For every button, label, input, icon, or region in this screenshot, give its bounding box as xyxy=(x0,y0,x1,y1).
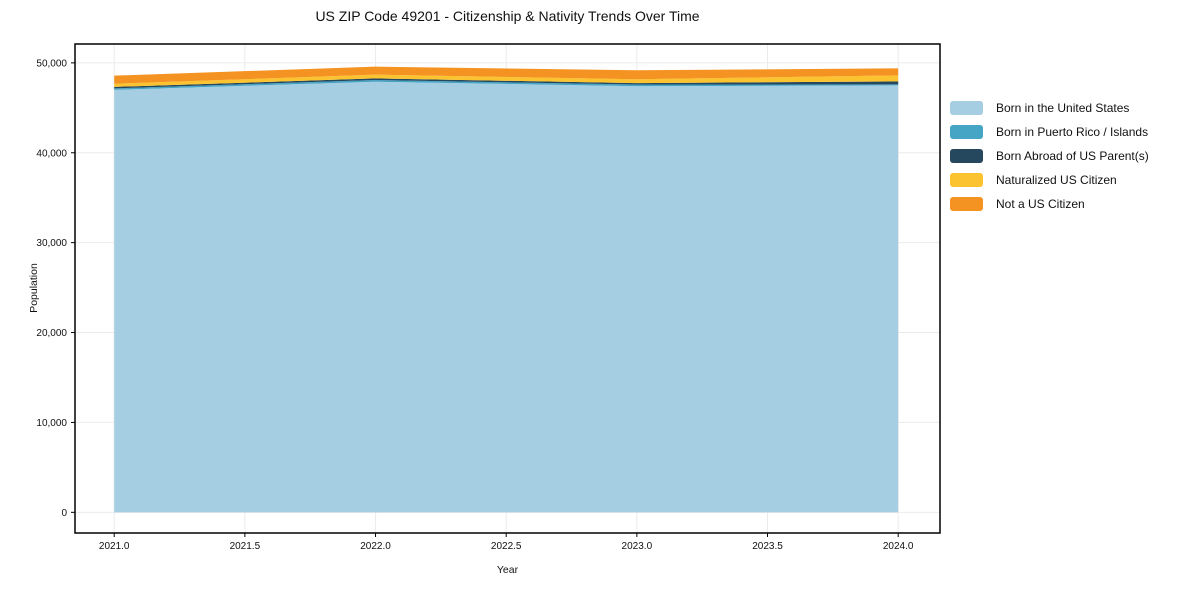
legend-swatch xyxy=(950,125,983,139)
y-tick-label: 40,000 xyxy=(36,148,67,159)
legend-swatch xyxy=(950,197,983,211)
legend-label: Born Abroad of US Parent(s) xyxy=(996,149,1149,163)
x-axis-label: Year xyxy=(496,564,519,576)
y-tick-label: 30,000 xyxy=(36,238,67,249)
y-tick-label: 50,000 xyxy=(36,58,67,69)
legend-label: Not a US Citizen xyxy=(996,197,1085,211)
legend-item: Not a US Citizen xyxy=(950,197,1149,211)
area-series-1 xyxy=(114,80,899,90)
x-tick-label: 2024.0 xyxy=(883,541,914,552)
legend-swatch xyxy=(950,101,983,115)
chart-title: US ZIP Code 49201 - Citizenship & Nativi… xyxy=(315,8,700,24)
area-series-2 xyxy=(114,78,899,89)
legend: Born in the United States Born in Puerto … xyxy=(950,101,1149,211)
plot-frame xyxy=(74,43,941,534)
area-series-4 xyxy=(114,66,899,84)
x-tick-label: 2021.0 xyxy=(99,541,130,552)
y-axis-label: Population xyxy=(27,263,40,313)
legend-label: Naturalized US Citizen xyxy=(996,173,1117,187)
legend-swatch xyxy=(950,149,983,163)
legend-label: Born in the United States xyxy=(996,101,1130,115)
y-tick-label: 20,000 xyxy=(36,328,67,339)
x-tick-label: 2023.5 xyxy=(752,541,783,552)
legend-item: Born in the United States xyxy=(950,101,1149,115)
x-tick-label: 2023.0 xyxy=(622,541,653,552)
legend-swatch xyxy=(950,173,983,187)
area-series-0 xyxy=(114,81,899,513)
x-tick-label: 2022.5 xyxy=(491,541,522,552)
x-tick-label: 2022.0 xyxy=(360,541,391,552)
y-tick-label: 10,000 xyxy=(36,418,67,429)
plot-area: 2021.0 2021.5 2022.0 2022.5 2023.0 2023.5 2024… xyxy=(36,43,941,552)
x-tick-label: 2021.5 xyxy=(230,541,261,552)
legend-item: Born Abroad of US Parent(s) xyxy=(950,149,1149,163)
legend-item: Naturalized US Citizen xyxy=(950,173,1149,187)
y-tick-label: 0 xyxy=(61,508,67,519)
plot-svg: 2021.0 2021.5 2022.0 2022.5 2023.0 2023.5 2024… xyxy=(36,43,941,552)
legend-item: Born in Puerto Rico / Islands xyxy=(950,125,1149,139)
legend-label: Born in Puerto Rico / Islands xyxy=(996,125,1149,139)
